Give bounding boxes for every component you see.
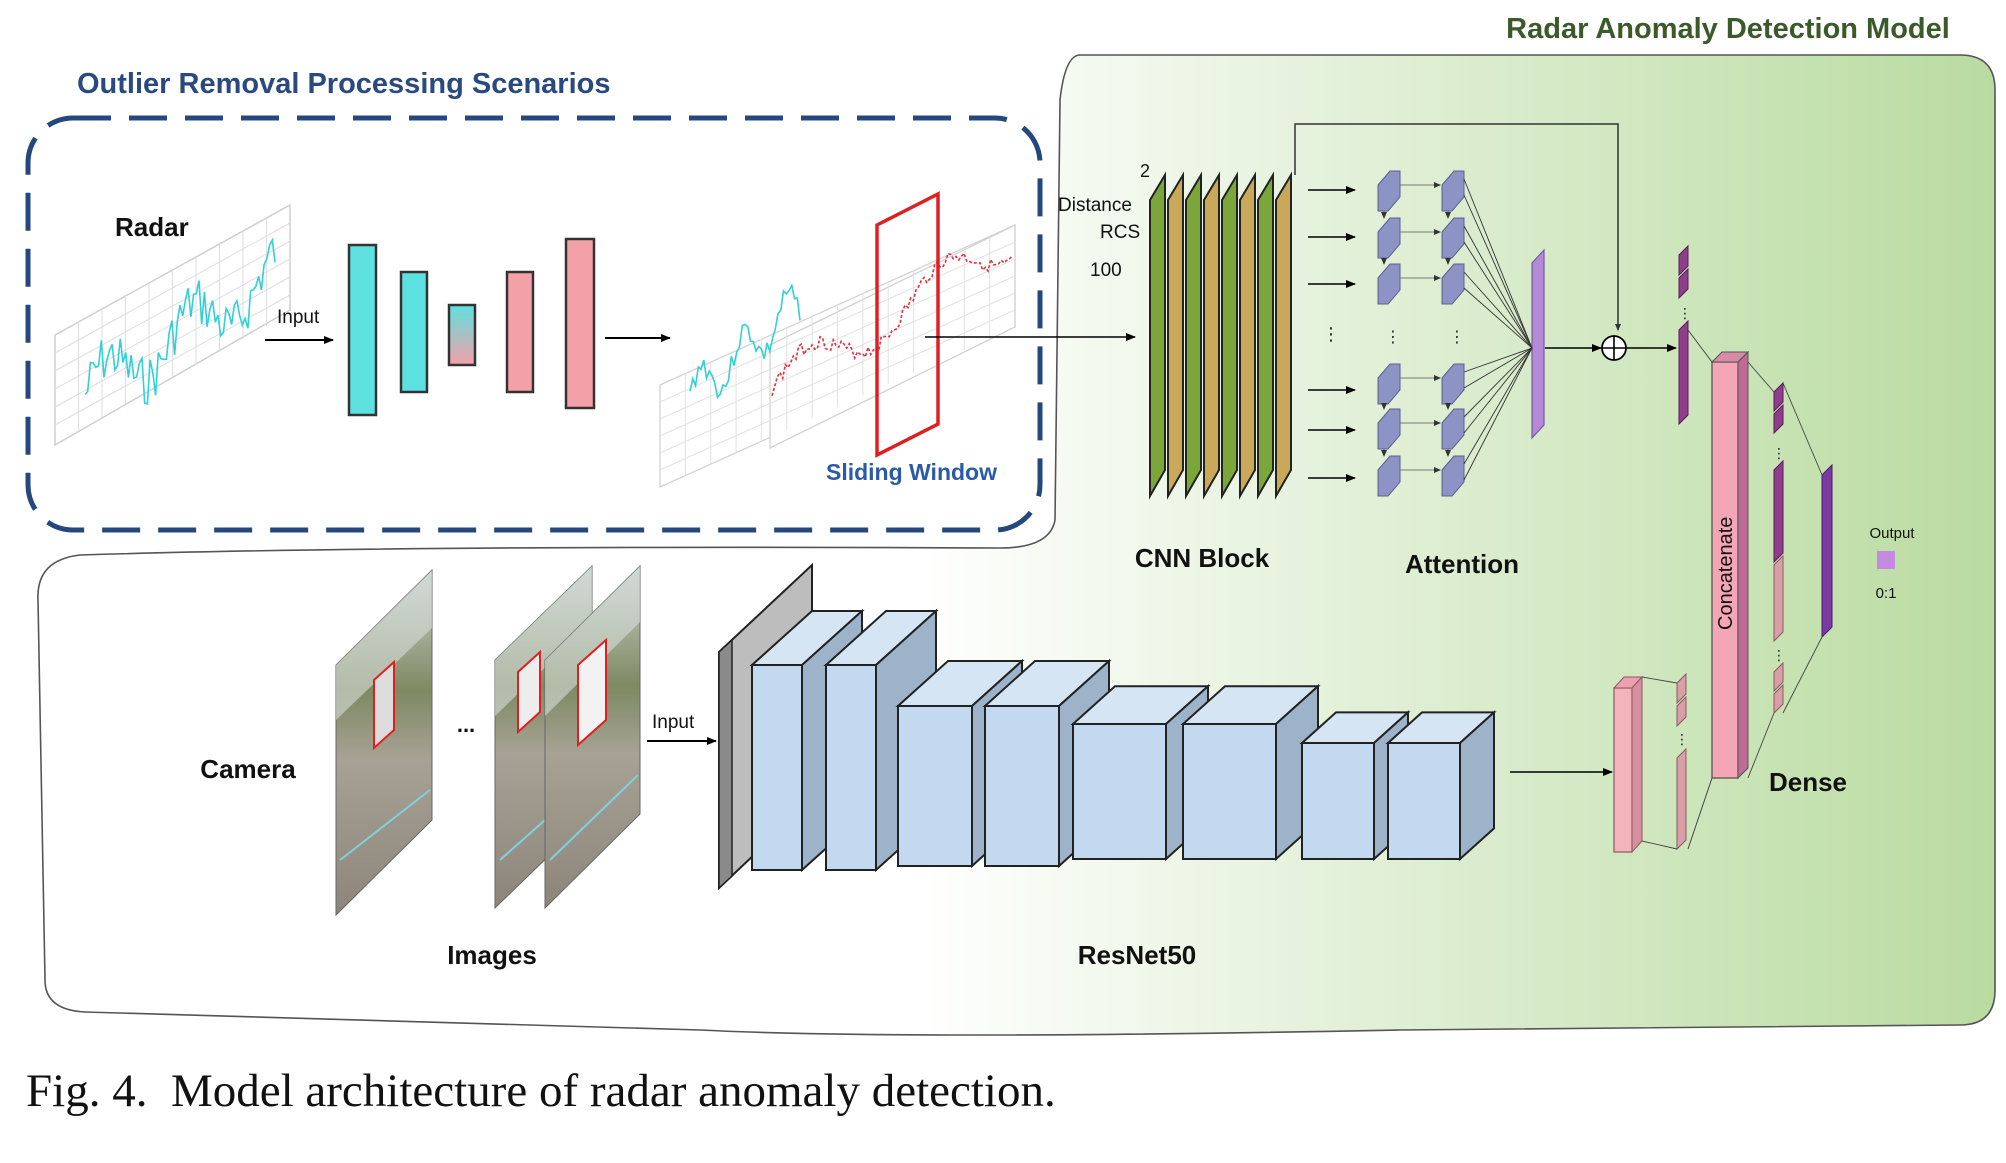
model-title: Radar Anomaly Detection Model bbox=[1506, 13, 1950, 45]
camera-input-label: Input bbox=[652, 712, 695, 733]
dense-links bbox=[1747, 361, 1775, 779]
dense-column-1: ⋮ ⋮ bbox=[1772, 381, 1786, 715]
radar-signal-plot bbox=[54, 203, 291, 447]
rcs-label: RCS bbox=[1100, 222, 1140, 243]
decoder-bar-1 bbox=[505, 270, 535, 394]
dim-100-label: 100 bbox=[1090, 260, 1122, 281]
figure-caption: Fig. 4. Model architecture of radar anom… bbox=[26, 1064, 1056, 1118]
output-node bbox=[1877, 551, 1895, 569]
svg-text:⋮: ⋮ bbox=[1449, 329, 1465, 346]
radar-feature-column: ⋮ bbox=[1678, 244, 1692, 426]
camera-image-3 bbox=[544, 564, 641, 910]
dense-column-2 bbox=[1782, 382, 1833, 714]
sliding-window bbox=[875, 191, 940, 458]
resnet50-blocks bbox=[718, 562, 1497, 891]
latent-bar bbox=[447, 303, 477, 367]
concatenate-side bbox=[1737, 350, 1749, 780]
cnn-ellipsis: ⋮ bbox=[1322, 324, 1340, 344]
camera-feature-bar bbox=[1612, 675, 1644, 854]
cnn-to-attention-arrows bbox=[1308, 186, 1356, 482]
attention-grid: ⋮ ⋮ bbox=[1377, 170, 1465, 497]
radar-input-label: Input bbox=[277, 307, 320, 328]
concat-link-top bbox=[1687, 329, 1713, 363]
attention-output-bar bbox=[1531, 248, 1545, 440]
caption-figure-number: Fig. 4. bbox=[26, 1065, 148, 1117]
concat-link-bottom bbox=[1687, 777, 1713, 850]
outlier-title: Outlier Removal Processing Scenarios bbox=[77, 68, 610, 100]
encoder-bar-1 bbox=[347, 243, 378, 417]
caption-text: Model architecture of radar anomaly dete… bbox=[170, 1065, 1056, 1117]
images-label: Images bbox=[447, 940, 537, 970]
svg-text:⋮: ⋮ bbox=[1678, 305, 1692, 321]
output-label: Output bbox=[1869, 525, 1915, 542]
encoder-bar-2 bbox=[399, 270, 429, 394]
decoder-bar-2 bbox=[564, 237, 596, 410]
output-range-label: 0:1 bbox=[1876, 585, 1897, 602]
cnn-block bbox=[1149, 171, 1292, 500]
skip-connection bbox=[1294, 123, 1621, 331]
cnn-block-label: CNN Block bbox=[1135, 543, 1270, 573]
camera-image-1 bbox=[335, 568, 433, 917]
cleaned-signal-plot bbox=[659, 223, 1016, 489]
camera-feature-column: ⋮ bbox=[1675, 672, 1689, 851]
radar-label: Radar bbox=[115, 212, 189, 242]
resnet50-label: ResNet50 bbox=[1078, 940, 1197, 970]
dim-2-label: 2 bbox=[1140, 161, 1150, 181]
sliding-window-label: Sliding Window bbox=[826, 459, 997, 485]
distance-label: Distance bbox=[1058, 195, 1132, 216]
camera-label: Camera bbox=[200, 754, 296, 784]
camera-feature-links bbox=[1641, 676, 1678, 850]
svg-text:⋮: ⋮ bbox=[1385, 329, 1401, 346]
concatenate-label: Concatenate bbox=[1715, 517, 1737, 630]
dense-label: Dense bbox=[1769, 767, 1847, 797]
images-ellipsis: ... bbox=[457, 712, 475, 737]
svg-text:⋮: ⋮ bbox=[1675, 731, 1689, 747]
attention-label: Attention bbox=[1405, 549, 1519, 579]
svg-text:⋮: ⋮ bbox=[1772, 647, 1786, 663]
svg-text:⋮: ⋮ bbox=[1772, 445, 1786, 461]
